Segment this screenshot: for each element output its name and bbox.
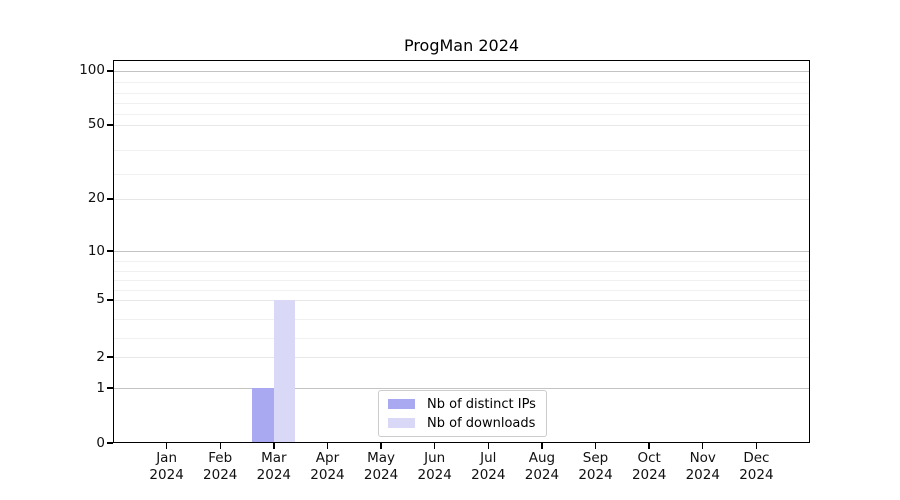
y-minor-gridline <box>113 290 810 292</box>
chart-title: ProgMan 2024 <box>403 36 520 55</box>
y-gridline <box>113 357 810 359</box>
x-tick <box>273 443 275 449</box>
y-minor-gridline <box>113 149 810 151</box>
x-tick-year: 2024 <box>256 467 292 483</box>
legend-label-downloads: Nb of downloads <box>427 415 536 431</box>
y-tick-label: 100 <box>79 62 105 79</box>
y-minor-gridline <box>113 270 810 272</box>
x-tick <box>755 443 758 449</box>
x-tick-label: Mar 2024 <box>238 450 310 484</box>
x-tick-month: Mar <box>261 450 287 466</box>
x-tick-month: Jan <box>156 450 178 466</box>
x-tick <box>165 443 168 449</box>
y-tick-label: 0 <box>96 434 105 451</box>
y-tick <box>107 299 113 301</box>
x-tick-year: 2024 <box>417 467 452 483</box>
x-tick-month: Nov <box>689 450 716 466</box>
x-tick-year: 2024 <box>363 467 399 483</box>
x-tick-label: Jun 2024 <box>399 450 471 484</box>
x-tick-month: Dec <box>743 450 770 466</box>
x-tick-month: Apr <box>315 450 340 466</box>
y-tick <box>107 356 113 358</box>
y-minor-gridline <box>113 318 810 320</box>
y-tick <box>107 387 113 389</box>
x-tick <box>219 443 221 449</box>
y-minor-gridline <box>113 81 810 83</box>
x-tick-month: Sep <box>582 450 609 466</box>
x-tick-month: Jun <box>424 450 446 466</box>
x-tick <box>433 443 436 449</box>
x-tick <box>594 443 597 449</box>
x-tick-label: Jan 2024 <box>131 450 203 484</box>
y-tick-label: 2 <box>96 348 105 365</box>
y-gridline <box>113 251 810 253</box>
y-minor-gridline <box>113 174 810 176</box>
x-tick-label: Oct 2024 <box>613 450 685 484</box>
x-tick-label: Apr 2024 <box>291 450 363 484</box>
legend-entry-downloads: Nb of downloads <box>388 415 536 431</box>
x-tick-month: Aug <box>528 450 556 466</box>
x-tick-month: May <box>367 450 396 466</box>
bar-nb-of-distinct-ips <box>252 388 274 443</box>
y-tick <box>107 250 113 252</box>
y-tick <box>107 442 113 444</box>
legend: Nb of distinct IPs Nb of downloads <box>378 390 547 437</box>
x-tick-year: 2024 <box>203 467 238 483</box>
y-gridline <box>113 70 810 73</box>
x-tick-year: 2024 <box>471 467 506 483</box>
x-tick-label: Dec 2024 <box>720 450 792 484</box>
x-tick-label: Sep 2024 <box>560 450 632 484</box>
y-gridline <box>113 198 810 200</box>
legend-entry-distinct-ips: Nb of distinct IPs <box>388 396 536 412</box>
x-tick-year: 2024 <box>149 467 184 483</box>
y-gridline <box>113 388 810 390</box>
x-tick-year: 2024 <box>685 467 720 483</box>
x-tick-year: 2024 <box>310 467 345 483</box>
y-tick-label: 50 <box>87 116 105 133</box>
x-tick <box>380 443 382 449</box>
x-tick-year: 2024 <box>739 467 774 483</box>
x-tick-year: 2024 <box>578 467 613 483</box>
x-tick <box>648 443 650 449</box>
y-tick-label: 20 <box>87 190 105 207</box>
x-tick-year: 2024 <box>631 467 667 483</box>
y-tick <box>107 124 113 126</box>
y-minor-gridline <box>113 260 810 262</box>
x-tick-label: May 2024 <box>345 450 417 484</box>
y-minor-gridline <box>113 114 810 116</box>
y-gridline <box>113 299 810 301</box>
legend-swatch-distinct-ips <box>388 398 415 410</box>
x-tick-label: Jul 2024 <box>452 450 524 484</box>
x-tick <box>487 443 489 449</box>
x-tick <box>702 443 704 449</box>
x-tick-label: Aug 2024 <box>506 450 578 484</box>
y-tick-label: 1 <box>96 379 105 396</box>
x-tick-month: Jul <box>480 450 497 466</box>
x-tick <box>541 443 543 449</box>
legend-label-distinct-ips: Nb of distinct IPs <box>427 396 536 412</box>
y-tick-label: 5 <box>96 291 105 308</box>
x-tick-label: Feb 2024 <box>184 450 256 484</box>
y-tick <box>107 198 113 200</box>
y-minor-gridline <box>113 338 810 339</box>
x-tick-month: Feb <box>208 450 233 466</box>
y-minor-gridline <box>113 280 810 282</box>
x-tick-month: Oct <box>637 450 661 466</box>
y-tick-label: 10 <box>87 242 105 259</box>
bar-nb-of-downloads <box>273 299 296 443</box>
y-minor-gridline <box>113 103 810 105</box>
y-minor-gridline <box>113 92 810 94</box>
x-tick-year: 2024 <box>524 467 560 483</box>
y-gridline <box>113 124 810 126</box>
x-tick-label: Nov 2024 <box>667 450 739 484</box>
y-tick <box>107 70 113 72</box>
x-tick <box>326 443 329 449</box>
legend-swatch-downloads <box>388 417 415 429</box>
